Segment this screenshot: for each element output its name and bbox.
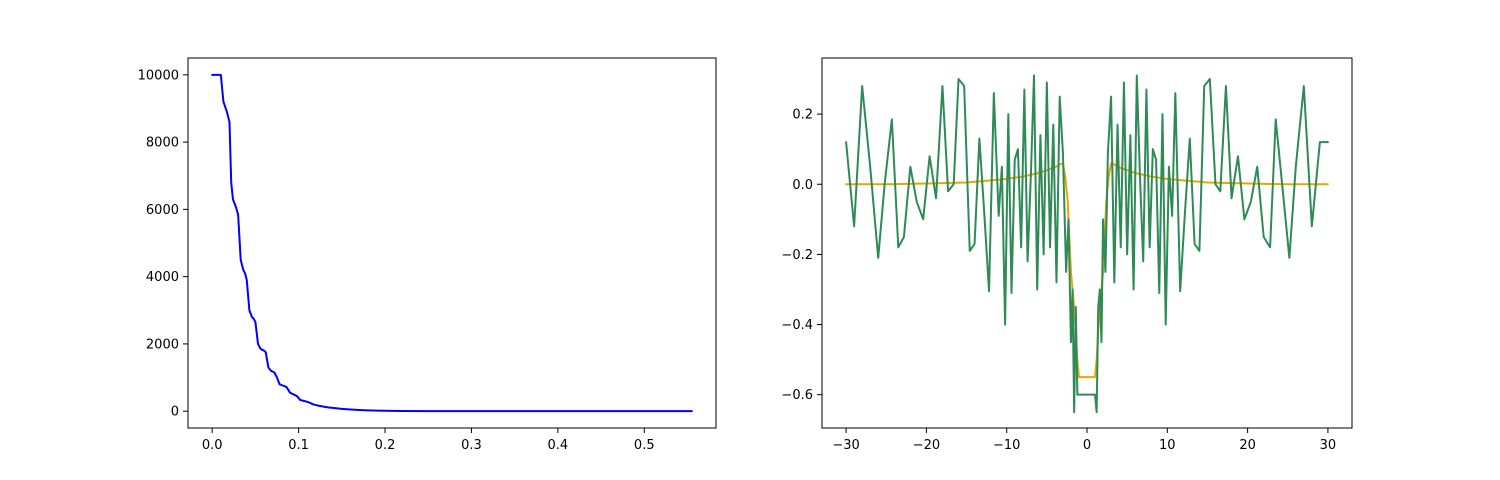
chart-0-x-tick-label-1: 0.1 bbox=[288, 438, 309, 453]
right-line-chart: −30 −20 −10 0 10 20 30 −0.6 −0.4 −0.2 0.0 0.2 bbox=[781, 57, 1353, 453]
chart-1-y-tick-label-0: −0.6 bbox=[781, 388, 813, 403]
chart-1-y-tick-label-2: −0.2 bbox=[781, 248, 813, 263]
chart-0-x-tick-label-0: 0.0 bbox=[202, 438, 223, 453]
chart-0-x-tick-label-5: 0.5 bbox=[634, 438, 655, 453]
chart-1-x-tick-label-3: 0 bbox=[1083, 438, 1091, 453]
chart-0-x-tick-label-4: 0.4 bbox=[548, 438, 569, 453]
chart-1-x-tick-label-4: 10 bbox=[1159, 438, 1176, 453]
left-line-chart: 0.0 0.1 0.2 0.3 0.4 0.5 0 2000 4000 6000 8000 10000 bbox=[138, 57, 717, 453]
chart-1-x-tick-label-5: 20 bbox=[1239, 438, 1256, 453]
chart-1-x-tick-label-6: 30 bbox=[1320, 438, 1337, 453]
chart-0-y-tick-label-0: 0 bbox=[171, 405, 179, 420]
chart-1-x-tick-label-1: −20 bbox=[913, 438, 940, 453]
chart-0-y-tick-label-4: 8000 bbox=[146, 136, 179, 151]
chart-1-series-line-1 bbox=[845, 74, 1329, 414]
chart-1-y-tick-label-1: −0.4 bbox=[781, 318, 813, 333]
chart-0-x-tick-label-3: 0.3 bbox=[461, 438, 482, 453]
chart-0-y-tick-label-1: 2000 bbox=[146, 337, 179, 352]
chart-0-y-tick-label-5: 10000 bbox=[138, 68, 179, 83]
chart-0-series-line-0 bbox=[211, 73, 693, 413]
chart-0-y-tick-label-2: 4000 bbox=[146, 270, 179, 285]
chart-0-axes-frame bbox=[187, 57, 717, 429]
chart-0-x-tick-label-2: 0.2 bbox=[375, 438, 396, 453]
chart-0-y-tick-label-3: 6000 bbox=[146, 203, 179, 218]
chart-1-x-tick-label-2: −10 bbox=[993, 438, 1020, 453]
chart-1-y-tick-label-3: 0.0 bbox=[792, 178, 813, 193]
chart-1-x-tick-label-0: −30 bbox=[832, 438, 859, 453]
chart-1-y-tick-label-4: 0.2 bbox=[792, 108, 813, 123]
